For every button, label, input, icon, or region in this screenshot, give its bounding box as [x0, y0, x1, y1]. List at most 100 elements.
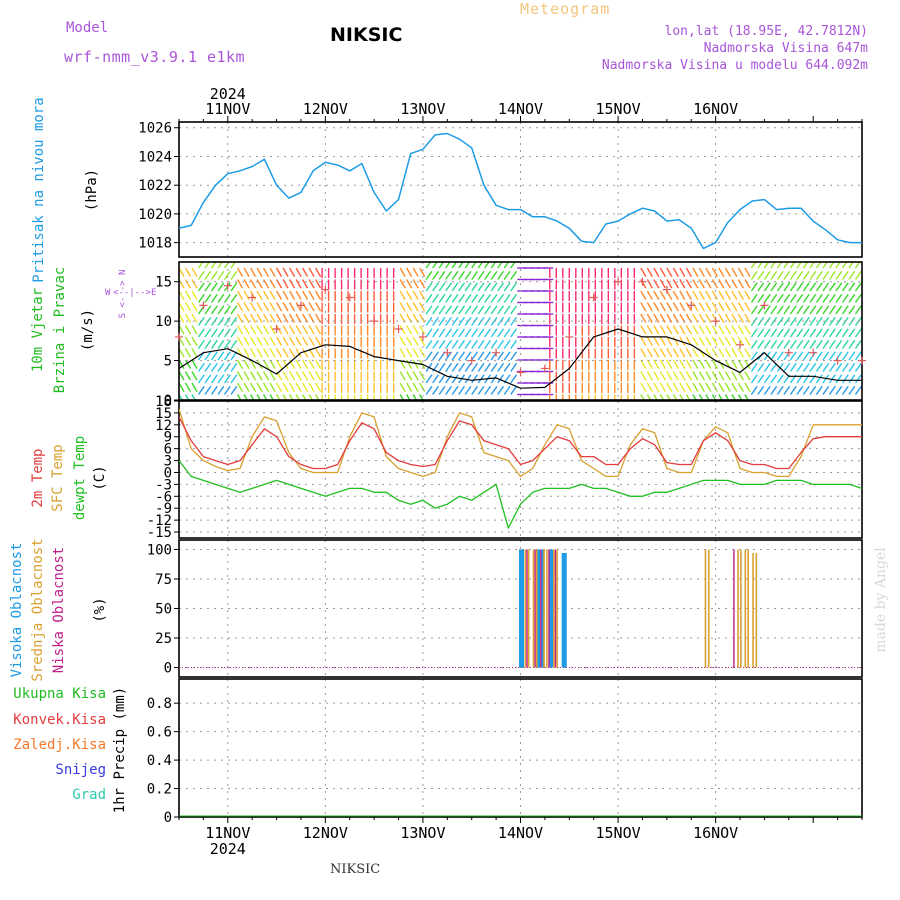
wind-barb-1034 — [737, 290, 745, 301]
wind-barb-895 — [659, 348, 666, 358]
wind-barb-1254 — [854, 328, 862, 338]
wind-barb-38 — [197, 282, 205, 292]
wind-barb-622 — [510, 374, 518, 384]
wind-barb-147 — [256, 302, 263, 312]
wind-barb-136 — [249, 313, 257, 324]
wind-barb-880 — [653, 313, 660, 324]
wind-barb-1040 — [737, 359, 745, 370]
wind-barb-468 — [432, 262, 438, 269]
wind-barb-36 — [197, 262, 204, 269]
wind-barb-503 — [445, 385, 453, 395]
wind-barb-1222 — [835, 374, 843, 384]
wind-speed-line — [179, 328, 862, 389]
wind-barb-151 — [256, 348, 263, 358]
wind-barb-1165 — [809, 270, 817, 280]
wind-barb-14 — [184, 290, 192, 301]
wind-barb-129 — [243, 371, 250, 381]
wind-barb-1245 — [848, 362, 856, 372]
wind-barb-0 — [179, 267, 185, 278]
wind-barb-1023 — [731, 302, 738, 312]
precip-ylabel: 1hr Precip (mm) — [112, 687, 128, 813]
wind-barb-552 — [477, 262, 484, 269]
wind-barb-945 — [685, 371, 692, 381]
t2m-line — [179, 416, 862, 470]
year-label-bottom: 2024 — [210, 840, 246, 858]
wind-barb-175 — [269, 348, 276, 358]
wind-barb-1149 — [796, 362, 804, 372]
wind-barb-79 — [217, 339, 225, 349]
wind-barb-1045 — [744, 279, 751, 289]
wind-barb-1202 — [828, 282, 836, 292]
wind-barb-861 — [640, 371, 647, 381]
wind-barb-877 — [653, 279, 660, 289]
wind-barb-45 — [197, 362, 205, 372]
wind-barb-888 — [659, 267, 666, 278]
wind-barb-59 — [204, 385, 212, 395]
wind-barb-431 — [406, 394, 411, 400]
wind-barb-133 — [249, 279, 257, 289]
wind-barb-857 — [640, 325, 647, 335]
ytick-label: -6 — [155, 489, 172, 505]
wind-barb-1030 — [731, 382, 738, 393]
precip-legend-4: Grad — [72, 787, 106, 803]
wind-barb-931 — [679, 348, 686, 358]
wind-barb-1219 — [835, 339, 843, 349]
wind-barb-461 — [425, 316, 433, 326]
wind-barb-419 — [399, 394, 405, 400]
wind-barb-1117 — [783, 270, 791, 280]
wind-barb-618 — [510, 328, 518, 338]
wind-barb-156 — [262, 267, 270, 278]
wind-barb-1153 — [802, 270, 810, 280]
wind-barb-990 — [711, 336, 718, 347]
wind-barb-159 — [262, 302, 270, 312]
wind-barb-146 — [256, 290, 263, 301]
wind-barb-1059 — [750, 293, 758, 303]
wind-barb-564 — [484, 262, 490, 269]
wind-barb-972 — [705, 267, 712, 278]
wind-barb-523 — [458, 339, 466, 349]
wind-barb-856 — [640, 313, 647, 324]
wind-barb-1064 — [750, 351, 758, 361]
wind-barb-241 — [308, 279, 315, 289]
wind-barb-51 — [204, 293, 212, 303]
wind-barb-432 — [412, 267, 419, 278]
wind-barb-918 — [672, 336, 679, 347]
wind-barb-187 — [275, 348, 283, 358]
wind-barb-563 — [477, 385, 485, 395]
wind-barb-607 — [503, 339, 511, 349]
wind-barb-864 — [646, 267, 653, 278]
wind-barb-107 — [230, 385, 238, 395]
wind-barb-39 — [197, 293, 205, 303]
wind-barb-234 — [301, 336, 309, 347]
wind-barb-447 — [419, 302, 426, 312]
wind-barb-504 — [451, 262, 458, 269]
precip-legend-3: Snijeg — [55, 762, 106, 778]
wind-barb-560 — [477, 351, 485, 361]
wind-barb-174 — [269, 336, 276, 347]
wind-barb-1179 — [815, 293, 823, 303]
wind-barb-451 — [419, 348, 426, 358]
wind-barb-113 — [236, 325, 244, 335]
wind-barb-915 — [672, 302, 679, 312]
wind-barb-1007 — [718, 394, 723, 400]
wind-barb-1227 — [841, 293, 849, 303]
wind-barb-262 — [314, 382, 322, 393]
wind-barb-1226 — [841, 282, 849, 292]
wind-barb-921 — [672, 371, 679, 381]
wind-barb-220 — [295, 313, 302, 324]
wind-barb-1195 — [822, 339, 830, 349]
wind-barb-1107 — [776, 293, 784, 303]
wind-barb-1190 — [822, 282, 830, 292]
wind-barb-1208 — [828, 351, 836, 361]
wind-barb-1199 — [822, 385, 830, 395]
wind-barb-206 — [288, 290, 296, 301]
wind-barb-158 — [262, 290, 270, 301]
wind-barb-410 — [399, 290, 406, 301]
wind-barb-1096 — [770, 305, 778, 315]
wind-barb-1077 — [757, 362, 765, 372]
wind-barb-259 — [314, 348, 322, 358]
wind-barb-85 — [223, 270, 231, 280]
wind-barb-1003 — [718, 348, 725, 358]
wind-barb-224 — [295, 359, 302, 370]
wind-barb-962 — [698, 290, 705, 301]
